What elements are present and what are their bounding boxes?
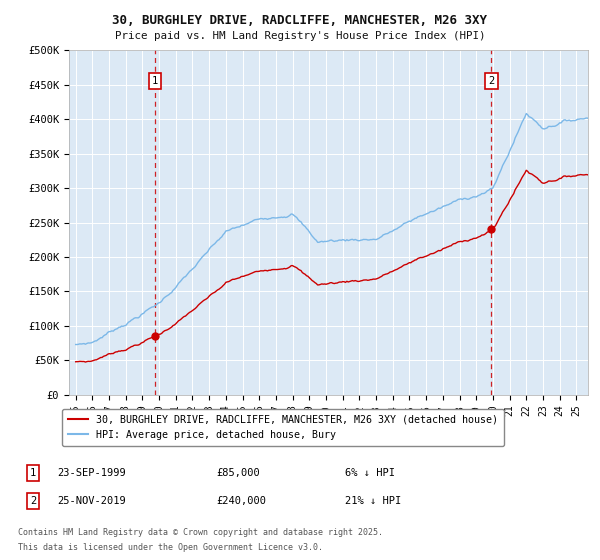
Text: 6% ↓ HPI: 6% ↓ HPI	[345, 468, 395, 478]
Text: 1: 1	[30, 468, 36, 478]
Text: £240,000: £240,000	[216, 496, 266, 506]
Legend: 30, BURGHLEY DRIVE, RADCLIFFE, MANCHESTER, M26 3XY (detached house), HPI: Averag: 30, BURGHLEY DRIVE, RADCLIFFE, MANCHESTE…	[62, 408, 504, 446]
Text: This data is licensed under the Open Government Licence v3.0.: This data is licensed under the Open Gov…	[18, 543, 323, 552]
Text: 30, BURGHLEY DRIVE, RADCLIFFE, MANCHESTER, M26 3XY: 30, BURGHLEY DRIVE, RADCLIFFE, MANCHESTE…	[113, 14, 487, 27]
Text: Contains HM Land Registry data © Crown copyright and database right 2025.: Contains HM Land Registry data © Crown c…	[18, 528, 383, 536]
Text: 23-SEP-1999: 23-SEP-1999	[57, 468, 126, 478]
Text: 2: 2	[488, 76, 494, 86]
Text: 2: 2	[30, 496, 36, 506]
Text: £85,000: £85,000	[216, 468, 260, 478]
Text: 21% ↓ HPI: 21% ↓ HPI	[345, 496, 401, 506]
Text: 25-NOV-2019: 25-NOV-2019	[57, 496, 126, 506]
Text: 1: 1	[152, 76, 158, 86]
Text: Price paid vs. HM Land Registry's House Price Index (HPI): Price paid vs. HM Land Registry's House …	[115, 31, 485, 41]
